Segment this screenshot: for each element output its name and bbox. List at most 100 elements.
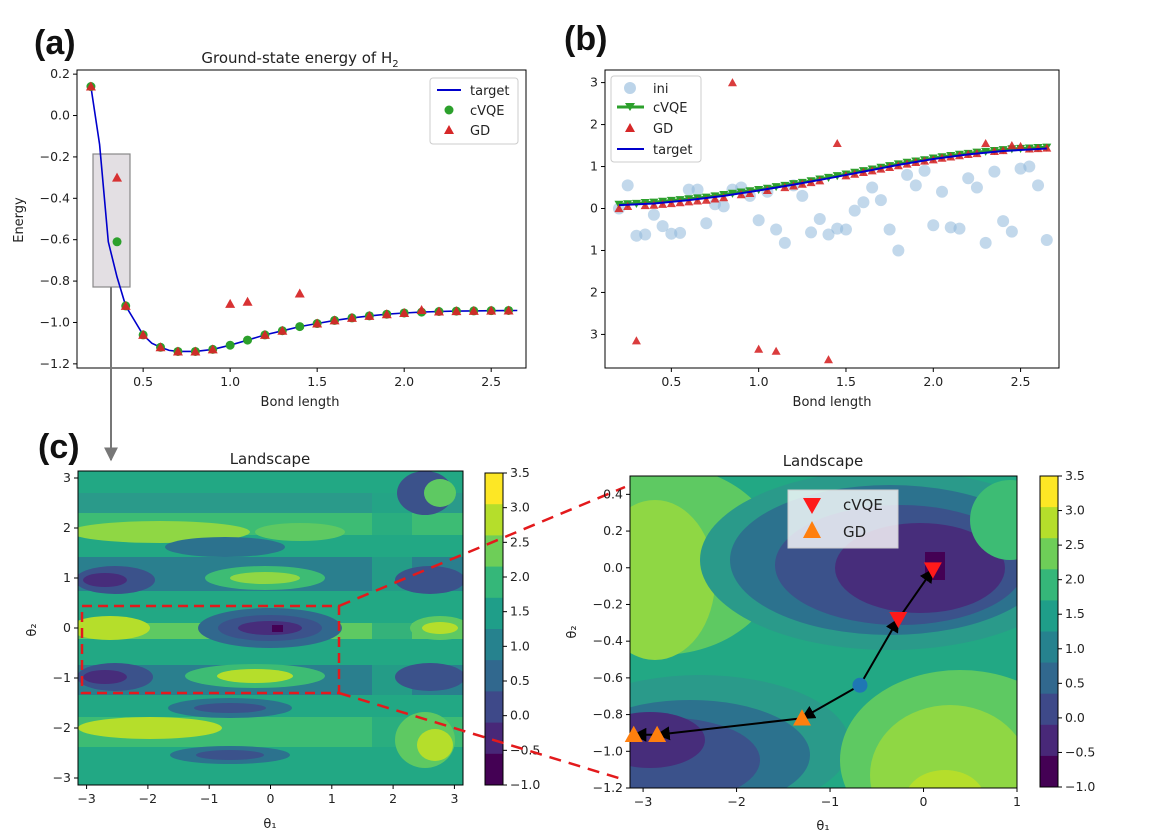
chart-c-left-title: Landscape [230, 450, 311, 468]
chart-b-ytick-label: 3 [590, 326, 598, 341]
colorbar-segment [1040, 662, 1058, 695]
series-b-ini-point [691, 183, 704, 196]
chart-a-highlight-box [92, 153, 131, 288]
series-b-ini-point [647, 208, 660, 221]
series-b-gd-point [1007, 141, 1017, 150]
colorbar-segment [485, 691, 503, 724]
series-a-gd-point [399, 307, 410, 317]
series-b-ini-point [927, 219, 940, 232]
legend-a-gd-swatch [444, 125, 454, 134]
chart-b-ytick-label: 0 [590, 201, 598, 216]
chart-c-left-xtick-label: −3 [77, 791, 95, 806]
series-b-ini-point [970, 181, 983, 194]
legend-b-ini-swatch [624, 82, 636, 94]
series-a-gd-point [329, 315, 340, 325]
series-b-ini-point [874, 194, 887, 207]
chart-c-left-xlabel: θ₁ [263, 817, 276, 832]
colorbar-segment [1040, 724, 1058, 757]
colorbar-tick-label: 1.5 [510, 604, 530, 619]
chart-b-xtick-label: 2.0 [923, 374, 943, 389]
series-b-gd-point [701, 195, 711, 204]
series-b-ini-point [700, 217, 713, 230]
colorbar-right: 3.5 3.0 2.5 2.0 1.5 1.0 0.5 0.0 −0.5 −1.0 [1039, 468, 1095, 794]
legend-a-cvqe: cVQE [470, 104, 505, 119]
chart-c-left-xtick-label: −1 [200, 791, 218, 806]
series-b-ini-point [953, 222, 966, 235]
series-b-ini-point [883, 223, 896, 236]
series-a-gd-point [190, 346, 201, 356]
series-a-gd-point [85, 81, 96, 91]
series-c-cvqe-point [923, 562, 942, 579]
chart-c-right-frame [629, 475, 1018, 789]
legend-c-gd: GD [843, 523, 866, 541]
start-point [852, 677, 868, 693]
colorbar-segment [485, 566, 503, 599]
chart-c-right-xtick-label: −2 [727, 794, 745, 809]
series-b-ini-point [639, 228, 652, 241]
colorbar-tick-label: −1.0 [1065, 779, 1095, 794]
series-b-target-line [618, 147, 1047, 207]
series-b-ini-point [1005, 225, 1018, 238]
colorbar-segment [485, 629, 503, 661]
colorbar-segment [1040, 755, 1058, 788]
series-b-ini-point [918, 164, 931, 177]
colorbar-left: 3.5 3.0 2.5 2.0 1.5 1.0 0.5 0.0 −0.5 −1.0 [484, 465, 540, 792]
colorbar-segment [485, 473, 503, 505]
chart-b: 0.5 1.0 1.5 2.0 2.5 3 2 1 0 1 2 3 Bond length ini c… [590, 69, 1060, 410]
chart-c-left-ytick-label: 2 [63, 520, 71, 535]
legend-a-target: target [470, 84, 510, 99]
colorbar-frame [484, 472, 504, 786]
colorbar-tick-label: −0.5 [1065, 744, 1095, 759]
colorbar-segment [485, 504, 503, 536]
chart-c-right-ytick-label: 0.0 [603, 560, 623, 575]
series-a-gd-point [120, 300, 131, 310]
chart-b-xtick-label: 2.5 [1011, 374, 1031, 389]
series-b-ini-point [962, 172, 975, 185]
series-b-gd-point [684, 197, 694, 206]
series-b-ini-point [621, 179, 634, 192]
chart-b-ytick-label: 1 [590, 242, 598, 257]
series-b-ini-point [1023, 160, 1036, 173]
chart-a-frame [76, 69, 527, 369]
chart-c-right-ytick-label: −1.2 [593, 780, 623, 795]
chart-c-right-landscape [630, 476, 1017, 788]
series-a-gd-point [486, 305, 497, 315]
series-a-gd-point [381, 309, 392, 319]
series-b-ini-point [1040, 233, 1053, 246]
series-b-ini-point [822, 228, 835, 241]
legend-b-gd-swatch [625, 123, 635, 132]
series-b-gd-point [649, 200, 659, 209]
series-b-gd-point [640, 201, 650, 210]
series-b-gd-point [745, 188, 755, 197]
colorbar-tick-label: 0.5 [510, 673, 530, 688]
chart-c-left-xtick-label: 3 [450, 791, 458, 806]
legend-c-cvqe: cVQE [843, 496, 883, 514]
series-a-cvqe-point [243, 335, 253, 345]
chart-a-xtick-label: 0.5 [133, 374, 153, 389]
colorbar-tick-label: 3.0 [510, 500, 530, 515]
series-b-gd-point [1016, 141, 1026, 150]
series-b-gd-point [981, 138, 991, 148]
series-a-gd-point [503, 305, 514, 315]
chart-c-left-xtick-label: −2 [139, 791, 157, 806]
series-a-gd-point [312, 318, 323, 328]
chart-c-right-legend: cVQE GD [787, 489, 899, 549]
colorbar-segment [1040, 693, 1058, 726]
colorbar-segment [1040, 631, 1058, 664]
colorbar-tick-label: 2.0 [510, 569, 530, 584]
legend-a-cvqe-swatch [444, 105, 454, 115]
colorbar-segment [485, 660, 503, 692]
chart-a-ytick-label: −0.4 [40, 190, 70, 205]
chart-b-legend: ini cVQE GD target [610, 75, 702, 163]
series-b-gd-point [631, 336, 641, 345]
chart-a-ytick-label: −0.8 [40, 273, 70, 288]
series-b-ini-point [857, 196, 870, 209]
chart-b-ytick-label: 3 [590, 75, 598, 90]
panel-label-c: (c) [38, 428, 80, 466]
colorbar-tick-label: 2.5 [1065, 537, 1085, 552]
chart-c-left-ytick-label: 1 [63, 570, 71, 585]
chart-c-left-ytick-label: −1 [53, 670, 71, 685]
series-a-gd-point [138, 329, 149, 339]
chart-b-legend-box [610, 75, 702, 163]
